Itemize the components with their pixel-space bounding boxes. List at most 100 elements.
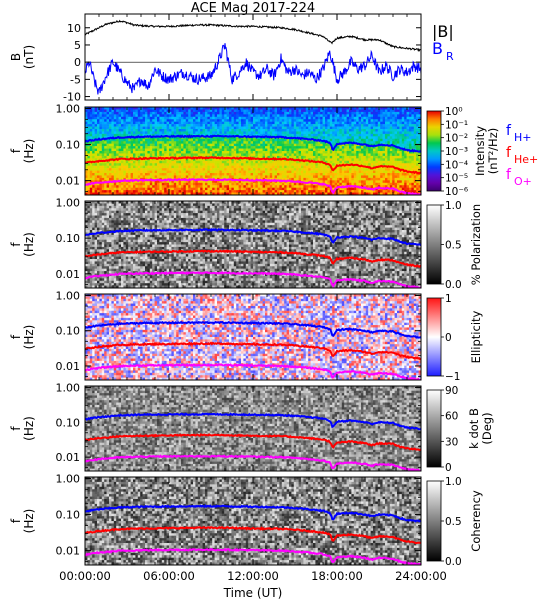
- heatmap-cell: [281, 126, 285, 130]
- heatmap-cell: [272, 114, 275, 118]
- heatmap-cell: [327, 109, 331, 113]
- heatmap-cell: [257, 155, 261, 159]
- heatmap-cell: [363, 170, 367, 174]
- heatmap-cell: [106, 168, 110, 171]
- heatmap-cell: [399, 119, 403, 122]
- heatmap-cell: [363, 111, 367, 115]
- heatmap-cell: [329, 121, 333, 125]
- heatmap-cell: [171, 124, 175, 127]
- heatmap-cell: [365, 175, 369, 179]
- heatmap-cell: [231, 182, 235, 186]
- heatmap-cell: [365, 180, 369, 184]
- heatmap-cell: [394, 126, 398, 130]
- heatmap-cell: [281, 107, 285, 110]
- heatmap-cell: [125, 182, 129, 186]
- heatmap-cell: [133, 153, 136, 157]
- heatmap-cell: [188, 158, 191, 162]
- heatmap-cell: [111, 173, 115, 176]
- heatmap-cell: [382, 119, 386, 122]
- heatmap-cell: [325, 111, 328, 115]
- heatmap-cell: [147, 143, 151, 147]
- heatmap-cell: [243, 185, 247, 188]
- heatmap-cell: [217, 190, 220, 193]
- heatmap-cell: [149, 146, 153, 149]
- heatmap-cell: [147, 155, 151, 159]
- heatmap-cell: [99, 129, 103, 132]
- heatmap-cell: [214, 148, 218, 152]
- heatmap-cell: [375, 173, 379, 176]
- heatmap-cell: [207, 107, 211, 110]
- heatmap-cell: [265, 143, 268, 147]
- heatmap-cell: [207, 153, 211, 157]
- heatmap-cell: [147, 158, 151, 162]
- heatmap-cell: [322, 168, 326, 171]
- heatmap-cell: [277, 111, 280, 115]
- heatmap-cell: [317, 168, 321, 171]
- heatmap-cell: [183, 148, 187, 152]
- heatmap-cell: [188, 190, 191, 193]
- heatmap-cell: [181, 182, 184, 186]
- heatmap-cell: [267, 175, 271, 179]
- heatmap-cell: [130, 126, 134, 130]
- heatmap-cell: [149, 151, 153, 154]
- heatmap-cell: [224, 129, 227, 132]
- heatmap-cell: [149, 180, 153, 184]
- heatmap-cell: [142, 138, 146, 142]
- heatmap-cell: [377, 109, 381, 113]
- heatmap-cell: [224, 163, 227, 166]
- heatmap-cell: [303, 177, 307, 181]
- heatmap-cell: [197, 107, 201, 110]
- heatmap-cell: [361, 153, 364, 157]
- heatmap-cell: [231, 151, 235, 154]
- heatmap-cell: [104, 187, 107, 191]
- heatmap-cell: [305, 109, 309, 113]
- heatmap-cell: [185, 116, 189, 120]
- heatmap-cell: [399, 109, 403, 113]
- heatmap-cell: [308, 114, 311, 118]
- heatmap-cell: [85, 146, 88, 149]
- heatmap-cell: [286, 163, 290, 166]
- heatmap-cell: [296, 153, 299, 157]
- heatmap-cell: [291, 124, 295, 127]
- heatmap-cell: [149, 114, 153, 118]
- heatmap-cell: [339, 107, 343, 110]
- heatmap-cell: [267, 107, 271, 110]
- heatmap-cell: [267, 192, 271, 195]
- heatmap-cell: [209, 168, 213, 171]
- heatmap-cell: [142, 151, 146, 154]
- heatmap-cell: [353, 153, 357, 157]
- heatmap-cell: [397, 141, 400, 144]
- heatmap-cell: [274, 173, 278, 176]
- heatmap-cell: [291, 163, 295, 166]
- heatmap-cell: [375, 141, 379, 144]
- heatmap-cell: [217, 119, 220, 122]
- heatmap-cell: [269, 182, 273, 186]
- heatmap-cell: [229, 173, 232, 176]
- legend-b-radial: B: [432, 39, 443, 58]
- heatmap-cell: [301, 151, 304, 154]
- heatmap-cell: [308, 143, 311, 147]
- heatmap-cell: [233, 170, 237, 174]
- heatmap-cell: [310, 192, 314, 195]
- heatmap-cell: [97, 168, 100, 171]
- heatmap-cell: [265, 124, 268, 127]
- heatmap-cell: [125, 114, 129, 118]
- heatmap-cell: [404, 170, 407, 174]
- heatmap-cell: [349, 114, 352, 118]
- heatmap-cell: [99, 170, 103, 174]
- heatmap-cell: [243, 138, 247, 142]
- heatmap-cell: [322, 175, 326, 179]
- heatmap-cell: [404, 158, 407, 162]
- heatmap-cell: [161, 124, 165, 127]
- heatmap-cell: [387, 148, 391, 152]
- heatmap-cell: [89, 155, 93, 159]
- heatmap-cell: [296, 155, 299, 159]
- heatmap-cell: [370, 170, 374, 174]
- heatmap-cell: [327, 131, 331, 135]
- heatmap-cell: [284, 111, 287, 115]
- heatmap-cell: [368, 151, 371, 154]
- heatmap-cell: [99, 114, 103, 118]
- heatmap-cell: [183, 141, 187, 144]
- heatmap-cell: [255, 114, 259, 118]
- heatmap-cell: [322, 119, 326, 122]
